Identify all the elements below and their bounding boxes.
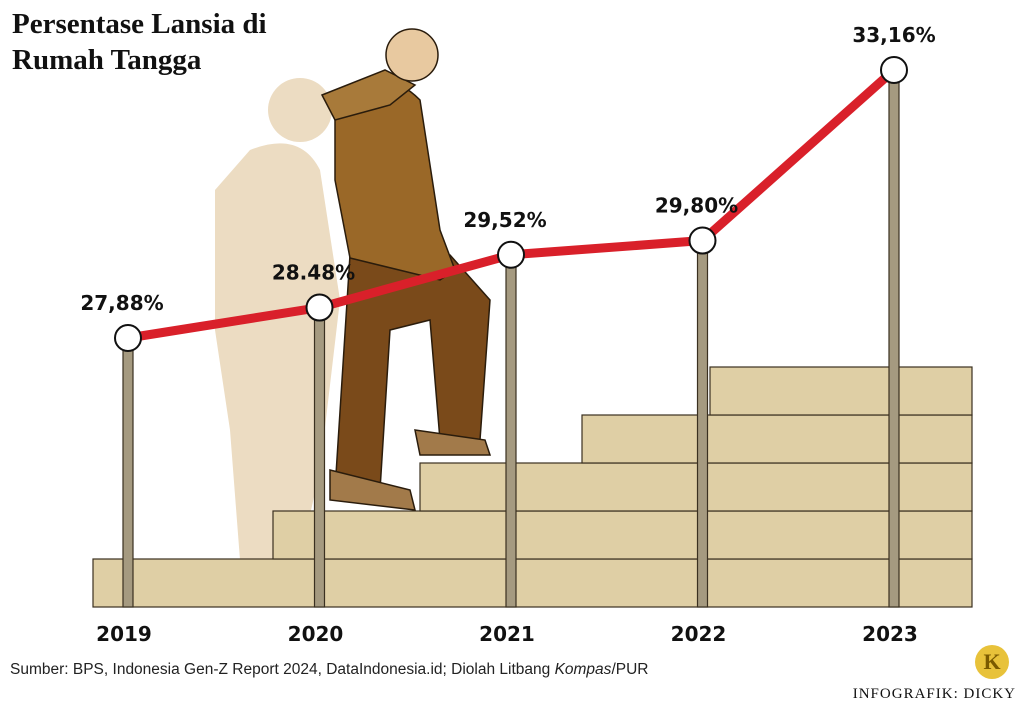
pole bbox=[505, 254, 517, 608]
value-label: 27,88% bbox=[80, 291, 163, 315]
source-text: Sumber: BPS, Indonesia Gen-Z Report 2024… bbox=[10, 661, 555, 678]
pole bbox=[888, 69, 900, 608]
point bbox=[114, 324, 142, 352]
value-label: 29,52% bbox=[463, 208, 546, 232]
source: Sumber: BPS, Indonesia Gen-Z Report 2024… bbox=[10, 661, 648, 679]
pole bbox=[696, 239, 709, 608]
source-text: Kompas bbox=[554, 661, 612, 678]
silhouette bbox=[215, 78, 340, 561]
x-tick-label: 2019 bbox=[96, 622, 152, 646]
pole bbox=[313, 306, 326, 608]
person bbox=[320, 28, 492, 511]
x-tick-label: 2022 bbox=[671, 622, 727, 646]
logo: K bbox=[975, 645, 1009, 679]
x-tick-label: 2021 bbox=[479, 622, 535, 646]
value-label: 33,16% bbox=[852, 23, 935, 47]
x-tick-label: 2020 bbox=[288, 622, 344, 646]
x-tick-label: 2023 bbox=[862, 622, 918, 646]
plot: 27,88% 2019 28.48% 2020 29,52% 2021 29,80% 2022… bbox=[80, 23, 935, 646]
credit: INFOGRAFIK: DICKY bbox=[852, 686, 1016, 702]
point bbox=[880, 56, 908, 84]
point bbox=[497, 240, 525, 269]
source-text: /PUR bbox=[611, 661, 649, 678]
chart-title: Persentase Lansia di Rumah Tangga bbox=[12, 8, 267, 76]
point bbox=[305, 293, 334, 322]
value-label: 29,80% bbox=[655, 194, 738, 218]
value-label: 28.48% bbox=[272, 261, 355, 285]
pole bbox=[122, 337, 134, 608]
stairs bbox=[92, 366, 973, 608]
point bbox=[688, 226, 717, 255]
